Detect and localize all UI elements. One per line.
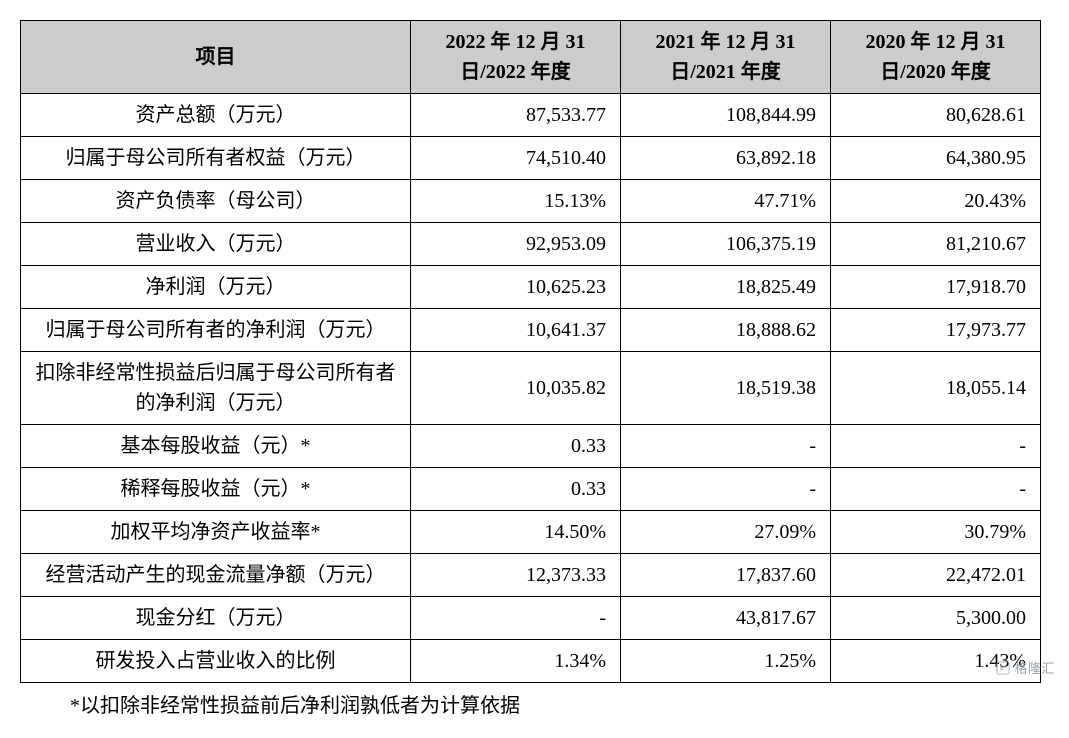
row-value: 74,510.40 [411,137,621,180]
row-value: 10,035.82 [411,352,621,425]
col-header-2021: 2021 年 12 月 31 日/2021 年度 [621,21,831,94]
row-value: 22,472.01 [831,554,1041,597]
row-value: 43,817.67 [621,597,831,640]
row-label: 归属于母公司所有者权益（万元） [21,137,411,180]
watermark-icon [996,661,1010,675]
row-value: 18,519.38 [621,352,831,425]
row-label: 资产负债率（母公司） [21,180,411,223]
row-value: 18,888.62 [621,309,831,352]
row-value: 63,892.18 [621,137,831,180]
col-header-2020: 2020 年 12 月 31 日/2020 年度 [831,21,1041,94]
table-row: 基本每股收益（元）* 0.33 - - [21,425,1041,468]
row-value: 87,533.77 [411,94,621,137]
row-label: 基本每股收益（元）* [21,425,411,468]
row-label: 稀释每股收益（元）* [21,468,411,511]
row-value: 47.71% [621,180,831,223]
table-row: 稀释每股收益（元）* 0.33 - - [21,468,1041,511]
table-row: 净利润（万元） 10,625.23 18,825.49 17,918.70 [21,266,1041,309]
row-value: 1.25% [621,640,831,683]
watermark: 格隆汇 [996,658,1055,677]
row-value: - [621,468,831,511]
row-value: 18,055.14 [831,352,1041,425]
table-row: 归属于母公司所有者权益（万元） 74,510.40 63,892.18 64,3… [21,137,1041,180]
row-label: 营业收入（万元） [21,223,411,266]
row-value: 106,375.19 [621,223,831,266]
row-value: 108,844.99 [621,94,831,137]
row-value: 17,837.60 [621,554,831,597]
row-value: - [831,425,1041,468]
watermark-text: 格隆汇 [1014,658,1055,677]
row-value: 30.79% [831,511,1041,554]
row-value: 14.50% [411,511,621,554]
col-header-2022: 2022 年 12 月 31 日/2022 年度 [411,21,621,94]
row-label: 资产总额（万元） [21,94,411,137]
footnote: *以扣除非经常性损益前后净利润孰低者为计算依据 [20,689,1049,718]
row-label: 净利润（万元） [21,266,411,309]
row-value: - [831,468,1041,511]
row-label: 现金分红（万元） [21,597,411,640]
row-value: 15.13% [411,180,621,223]
row-value: 81,210.67 [831,223,1041,266]
row-value: 20.43% [831,180,1041,223]
row-value: 10,641.37 [411,309,621,352]
table-row: 经营活动产生的现金流量净额（万元） 12,373.33 17,837.60 22… [21,554,1041,597]
row-value: 12,373.33 [411,554,621,597]
row-value: 17,918.70 [831,266,1041,309]
row-value: 64,380.95 [831,137,1041,180]
row-value: 1.34% [411,640,621,683]
row-label: 研发投入占营业收入的比例 [21,640,411,683]
table-row: 现金分红（万元） - 43,817.67 5,300.00 [21,597,1041,640]
row-label: 扣除非经常性损益后归属于母公司所有者的净利润（万元） [21,352,411,425]
table-row: 研发投入占营业收入的比例 1.34% 1.25% 1.43% [21,640,1041,683]
table-row: 营业收入（万元） 92,953.09 106,375.19 81,210.67 [21,223,1041,266]
table-row: 扣除非经常性损益后归属于母公司所有者的净利润（万元） 10,035.82 18,… [21,352,1041,425]
row-value: 5,300.00 [831,597,1041,640]
row-value: - [621,425,831,468]
table-row: 资产总额（万元） 87,533.77 108,844.99 80,628.61 [21,94,1041,137]
row-value: 10,625.23 [411,266,621,309]
row-value: - [411,597,621,640]
row-value: 0.33 [411,468,621,511]
row-value: 18,825.49 [621,266,831,309]
table-body: 资产总额（万元） 87,533.77 108,844.99 80,628.61 … [21,94,1041,683]
table-row: 资产负债率（母公司） 15.13% 47.71% 20.43% [21,180,1041,223]
row-value: 80,628.61 [831,94,1041,137]
financial-table: 项目 2022 年 12 月 31 日/2022 年度 2021 年 12 月 … [20,20,1041,683]
row-value: 17,973.77 [831,309,1041,352]
row-value: 0.33 [411,425,621,468]
row-label: 归属于母公司所有者的净利润（万元） [21,309,411,352]
row-value: 92,953.09 [411,223,621,266]
row-value: 27.09% [621,511,831,554]
row-label: 加权平均净资产收益率* [21,511,411,554]
table-row: 归属于母公司所有者的净利润（万元） 10,641.37 18,888.62 17… [21,309,1041,352]
table-header-row: 项目 2022 年 12 月 31 日/2022 年度 2021 年 12 月 … [21,21,1041,94]
col-header-item: 项目 [21,21,411,94]
row-label: 经营活动产生的现金流量净额（万元） [21,554,411,597]
table-row: 加权平均净资产收益率* 14.50% 27.09% 30.79% [21,511,1041,554]
